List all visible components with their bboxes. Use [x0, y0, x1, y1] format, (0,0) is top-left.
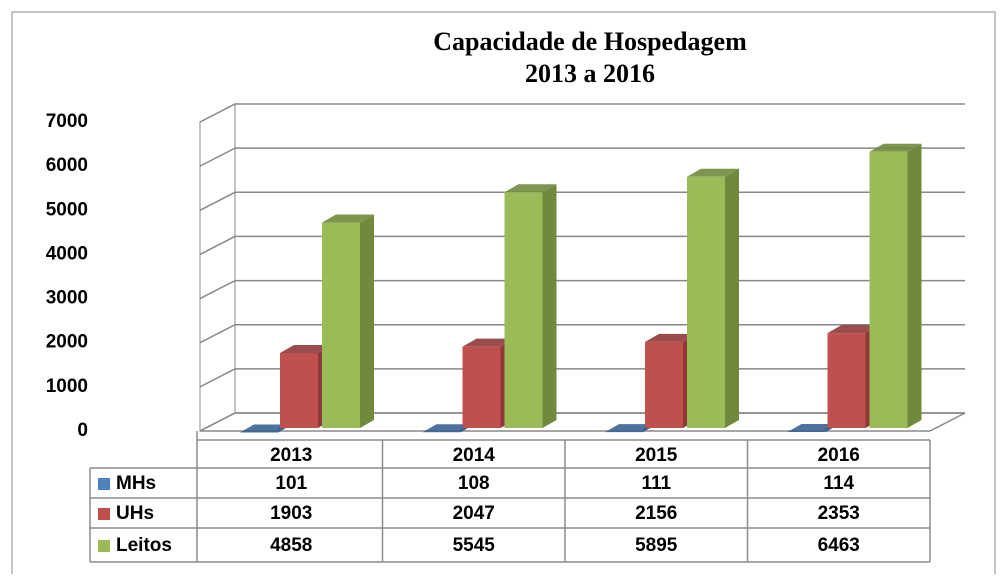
bar	[645, 341, 683, 428]
y-tick-label: 1000	[46, 376, 88, 397]
y-tick-label: 6000	[46, 155, 88, 176]
legend-label: Leitos	[116, 535, 172, 556]
legend-swatch	[98, 540, 110, 552]
bar-top	[605, 424, 657, 433]
bar-top	[240, 424, 292, 433]
table-value: 1903	[270, 503, 312, 524]
bar-top	[322, 214, 374, 223]
bar-top	[827, 325, 880, 334]
bar-top	[422, 424, 475, 433]
bar-top	[687, 168, 739, 177]
table-value: 4858	[270, 535, 312, 556]
legend-label: UHs	[116, 503, 154, 524]
table-value: 2047	[453, 503, 495, 524]
bar-side	[360, 214, 374, 428]
floor	[199, 412, 966, 432]
table-value: 108	[458, 473, 490, 494]
bar	[869, 151, 908, 428]
table-value: 101	[275, 473, 307, 494]
bar-side	[725, 168, 739, 428]
table-value: 5895	[635, 535, 678, 556]
y-tick-label: 5000	[46, 199, 88, 220]
table-value: 114	[823, 473, 854, 494]
bar-top	[869, 143, 922, 152]
bar-top	[504, 184, 557, 193]
bar	[280, 352, 318, 428]
table-value: 2156	[635, 503, 677, 524]
bar-side	[907, 143, 922, 428]
y-tick-label: 3000	[46, 288, 88, 309]
chart-frame	[11, 11, 996, 579]
legend-swatch	[98, 478, 110, 490]
x-tick-label: 2016	[818, 445, 860, 466]
table-value: 2353	[818, 503, 860, 524]
legend-label: MHs	[116, 473, 156, 494]
chart-subtitle: 2013 a 2016	[525, 59, 655, 88]
bar	[462, 346, 501, 428]
table-value: 111	[641, 473, 671, 494]
table-value: 5545	[453, 535, 496, 556]
bar	[827, 333, 866, 428]
x-tick-label: 2014	[453, 445, 496, 466]
grid-line	[199, 147, 965, 167]
bar-top	[280, 344, 332, 353]
bar	[322, 222, 360, 428]
table-value: 6463	[818, 535, 860, 556]
y-tick-label: 0	[77, 420, 88, 441]
bar	[687, 176, 725, 428]
y-tick-label: 7000	[46, 111, 88, 132]
grid-line	[199, 103, 965, 123]
bar-top	[787, 423, 840, 432]
bar	[504, 192, 543, 428]
y-tick-label: 2000	[46, 332, 88, 353]
legend-swatch	[98, 508, 110, 520]
bar-side	[542, 184, 557, 428]
x-tick-label: 2013	[270, 445, 312, 466]
x-tick-label: 2015	[635, 445, 678, 466]
chart-title: Capacidade de Hospedagem	[433, 27, 747, 56]
y-tick-label: 4000	[46, 243, 88, 264]
bar-top	[645, 333, 697, 342]
bar-top	[462, 338, 515, 347]
